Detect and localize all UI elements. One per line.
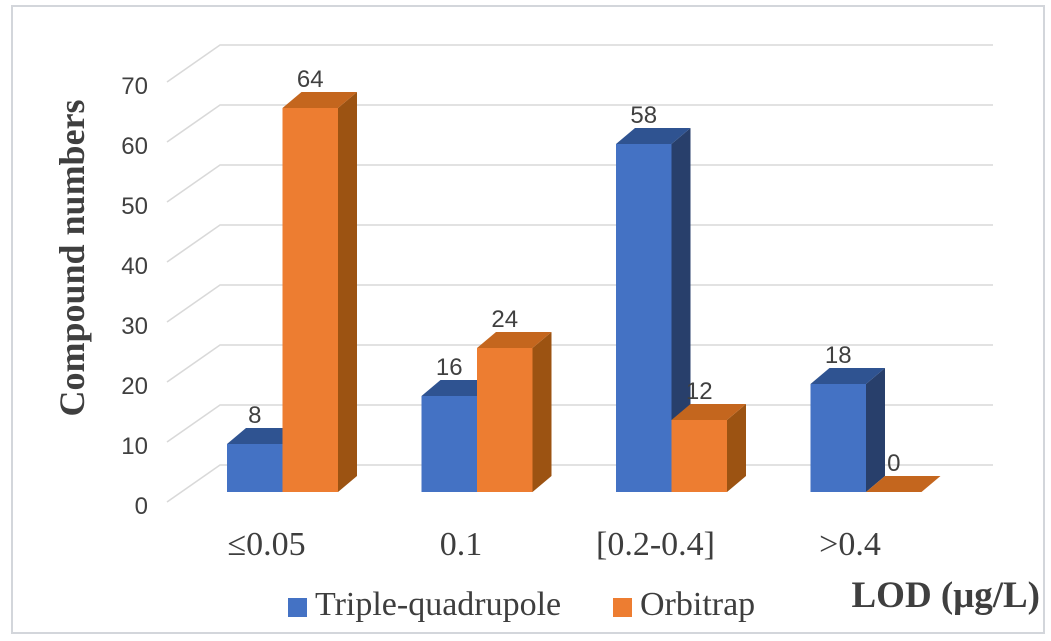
x-category-labels-layer: ≤0.05 0.1 [0.2-0.4] >0.4: [227, 526, 880, 563]
bar-orbitrap: [671, 404, 746, 492]
bar-top-face: [282, 92, 357, 108]
legend-label-orbitrap: Orbitrap: [640, 586, 755, 623]
bar-value-label: 8: [248, 402, 261, 429]
gridline: [166, 344, 993, 383]
bar-triple-quadrupole: [810, 368, 885, 492]
value-labels-layer: 8 64 16 24 58 12 18 0: [248, 66, 900, 477]
y-tick-label: 50: [121, 193, 148, 220]
gridline: [166, 224, 993, 263]
bar-value-label: 0: [887, 450, 900, 477]
gridline: [166, 164, 993, 203]
x-category-label: 0.1: [440, 526, 483, 563]
x-axis-title: LOD (μg/L): [851, 575, 1040, 616]
bar-orbitrap: [282, 92, 357, 492]
y-tick-label: 20: [121, 373, 148, 400]
legend: Triple-quadrupole Orbitrap: [288, 586, 755, 623]
y-axis-title: Compound numbers: [52, 99, 92, 416]
bar-triple-quadrupole: [616, 128, 691, 492]
bar-side-face: [532, 332, 552, 492]
bar-orbitrap: [866, 476, 941, 492]
bar-value-label: 58: [630, 102, 657, 129]
bar-side-face: [338, 92, 357, 492]
bar-top-face: [810, 368, 885, 384]
bar-side-face: [671, 128, 691, 492]
bar-front-face: [810, 384, 866, 492]
y-tick-label: 70: [121, 73, 148, 100]
bar-top-face: [671, 404, 746, 420]
bar-value-label: 64: [297, 66, 324, 93]
gridline: [166, 104, 993, 143]
bar-value-label: 24: [491, 306, 518, 333]
y-tick-label: 40: [121, 253, 148, 280]
gridlines-layer: [166, 44, 993, 503]
y-tick-label: 30: [121, 313, 148, 340]
legend-swatch-triple-quadrupole: [288, 598, 307, 617]
bars-layer: [227, 92, 941, 492]
bar-top-face: [477, 332, 552, 348]
bar-side-face: [727, 404, 746, 492]
bar-front-face: [282, 108, 338, 492]
bar-value-label: 12: [686, 378, 713, 405]
gridline: [166, 284, 993, 323]
x-category-label: >0.4: [819, 526, 881, 563]
bar-top-face: [866, 476, 941, 492]
legend-label-triple-quadrupole: Triple-quadrupole: [315, 586, 561, 623]
bar-front-face: [421, 396, 477, 492]
chart-border: [11, 5, 1045, 634]
bar-top-face: [616, 128, 691, 144]
x-category-label: [0.2-0.4]: [596, 526, 715, 563]
legend-swatch-orbitrap: [613, 598, 632, 617]
y-tick-label: 60: [121, 133, 148, 160]
y-tick-labels-layer: 0 10 20 30 40 50 60 70: [121, 73, 148, 520]
bar-value-label: 18: [825, 342, 852, 369]
bar-front-face: [227, 444, 283, 492]
bar-front-face: [671, 420, 727, 492]
x-category-label: ≤0.05: [227, 526, 305, 563]
y-tick-label: 0: [135, 493, 148, 520]
gridline: [166, 44, 993, 83]
y-tick-label: 10: [121, 433, 148, 460]
bar-side-face: [866, 368, 885, 492]
bar-orbitrap: [477, 332, 552, 492]
bar-front-face: [616, 144, 672, 492]
bar-value-label: 16: [436, 354, 463, 381]
bar-front-face: [477, 348, 533, 492]
